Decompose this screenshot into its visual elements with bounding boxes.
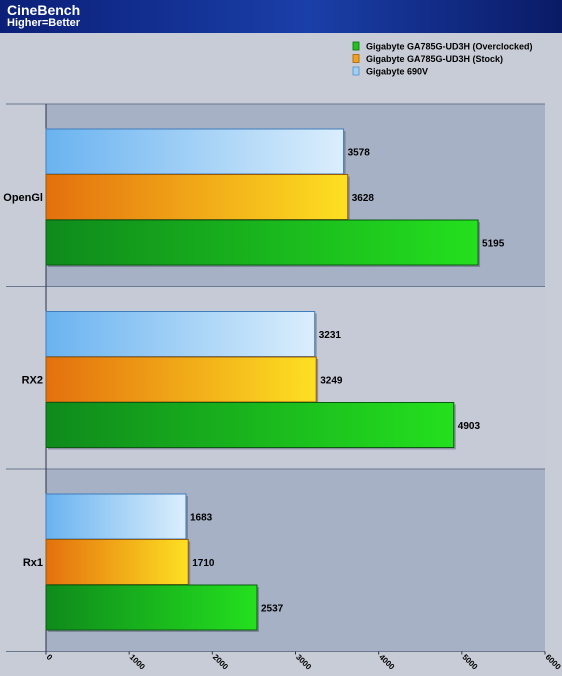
category-label: Rx1 [23, 557, 43, 569]
category-label: RX2 [22, 375, 43, 387]
data-label: 3231 [319, 330, 342, 341]
header-bar: CineBench Higher=Better [0, 0, 562, 33]
x-tick-label: 0 [45, 653, 55, 663]
x-tick-label: 6000 [544, 653, 562, 672]
bars: 3578 3628 5195 3231 3249 4903 1683 1710 2537 [45, 128, 505, 632]
legend-label: Gigabyte GA785G-UD3H (Stock) [366, 54, 503, 64]
chart-subtitle: Higher=Better [7, 17, 81, 29]
data-label: 2537 [261, 604, 284, 615]
x-tick-label: 2000 [211, 653, 230, 672]
data-label: 4903 [458, 421, 481, 432]
bar-gigabyte-690v-rx2 [45, 311, 316, 357]
data-label: 3578 [348, 148, 371, 159]
legend: Gigabyte GA785G-UD3H (Overclocked) Gigaby… [352, 41, 533, 77]
bar-gigabyte-ga785g-ud3h-overclocked-rx2 [45, 402, 455, 448]
data-label: 3249 [320, 376, 343, 387]
bar-gigabyte-ga785g-ud3h-overclocked-opengl [45, 219, 479, 266]
legend-label: Gigabyte GA785G-UD3H (Overclocked) [366, 42, 533, 52]
data-label: 5195 [482, 239, 505, 250]
x-tick-label: 3000 [294, 653, 313, 672]
x-tick-label: 4000 [377, 653, 396, 672]
x-tick-label: 5000 [460, 653, 479, 672]
bar-gigabyte-690v-opengl [45, 128, 345, 175]
bar-gigabyte-690v-rx1 [45, 493, 187, 540]
bar-gigabyte-ga785g-ud3h-stock-rx2 [45, 356, 317, 403]
legend-swatch [352, 54, 360, 63]
x-axis-ticks: 0 1000 2000 3000 4000 5000 6000 [45, 651, 562, 672]
legend-label: Gigabyte 690V [366, 67, 428, 77]
data-label: 3628 [352, 193, 375, 204]
data-label: 1710 [192, 558, 215, 569]
category-label: OpenGl [3, 192, 43, 204]
x-tick-label: 1000 [128, 653, 147, 672]
legend-swatch [352, 41, 360, 51]
legend-swatch [352, 66, 360, 76]
category-labels: OpenGl RX2 Rx1 [3, 192, 43, 569]
chart-title: CineBench [7, 2, 81, 18]
bar-gigabyte-ga785g-ud3h-stock-rx1 [45, 539, 189, 585]
bar-gigabyte-ga785g-ud3h-stock-opengl [45, 174, 349, 220]
bar-gigabyte-ga785g-ud3h-overclocked-rx1 [45, 584, 258, 631]
data-label: 1683 [190, 513, 213, 524]
